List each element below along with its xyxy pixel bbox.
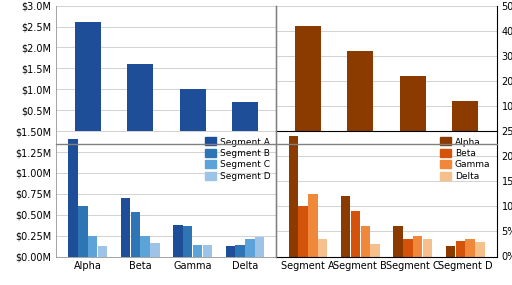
Bar	[403, 239, 413, 256]
Bar	[173, 225, 183, 256]
Bar	[341, 196, 350, 256]
Bar	[295, 26, 321, 131]
Bar	[69, 139, 78, 256]
Bar	[127, 64, 153, 131]
Bar	[150, 243, 160, 256]
Bar	[180, 89, 206, 131]
Bar	[255, 237, 264, 256]
Bar	[347, 51, 373, 131]
Bar	[78, 206, 88, 256]
Bar	[75, 23, 101, 131]
Bar	[193, 245, 202, 256]
Bar	[465, 239, 475, 256]
Bar	[203, 245, 212, 256]
Legend: Alpha, Beta, Gamma, Delta: Alpha, Beta, Gamma, Delta	[439, 136, 492, 182]
Bar	[308, 194, 317, 256]
Bar	[452, 101, 478, 131]
Bar	[289, 136, 298, 256]
Bar	[88, 237, 97, 256]
Bar	[121, 198, 130, 256]
Bar	[446, 247, 455, 256]
Bar	[298, 206, 308, 256]
Bar	[370, 244, 380, 256]
Bar	[456, 241, 465, 256]
Bar	[351, 211, 360, 256]
Bar	[236, 245, 245, 256]
Bar	[98, 247, 107, 256]
Bar	[413, 237, 422, 256]
Legend: Segment A, Segment B, Segment C, Segment D: Segment A, Segment B, Segment C, Segment…	[203, 136, 272, 182]
Bar	[318, 239, 327, 256]
Bar	[140, 236, 150, 256]
Bar	[232, 102, 258, 131]
Bar	[475, 243, 484, 256]
Bar	[183, 226, 193, 256]
Bar	[393, 226, 403, 256]
Bar	[131, 212, 140, 256]
Bar	[245, 239, 254, 256]
Bar	[226, 247, 235, 256]
Bar	[400, 76, 426, 131]
Bar	[360, 226, 370, 256]
Bar	[423, 239, 432, 256]
